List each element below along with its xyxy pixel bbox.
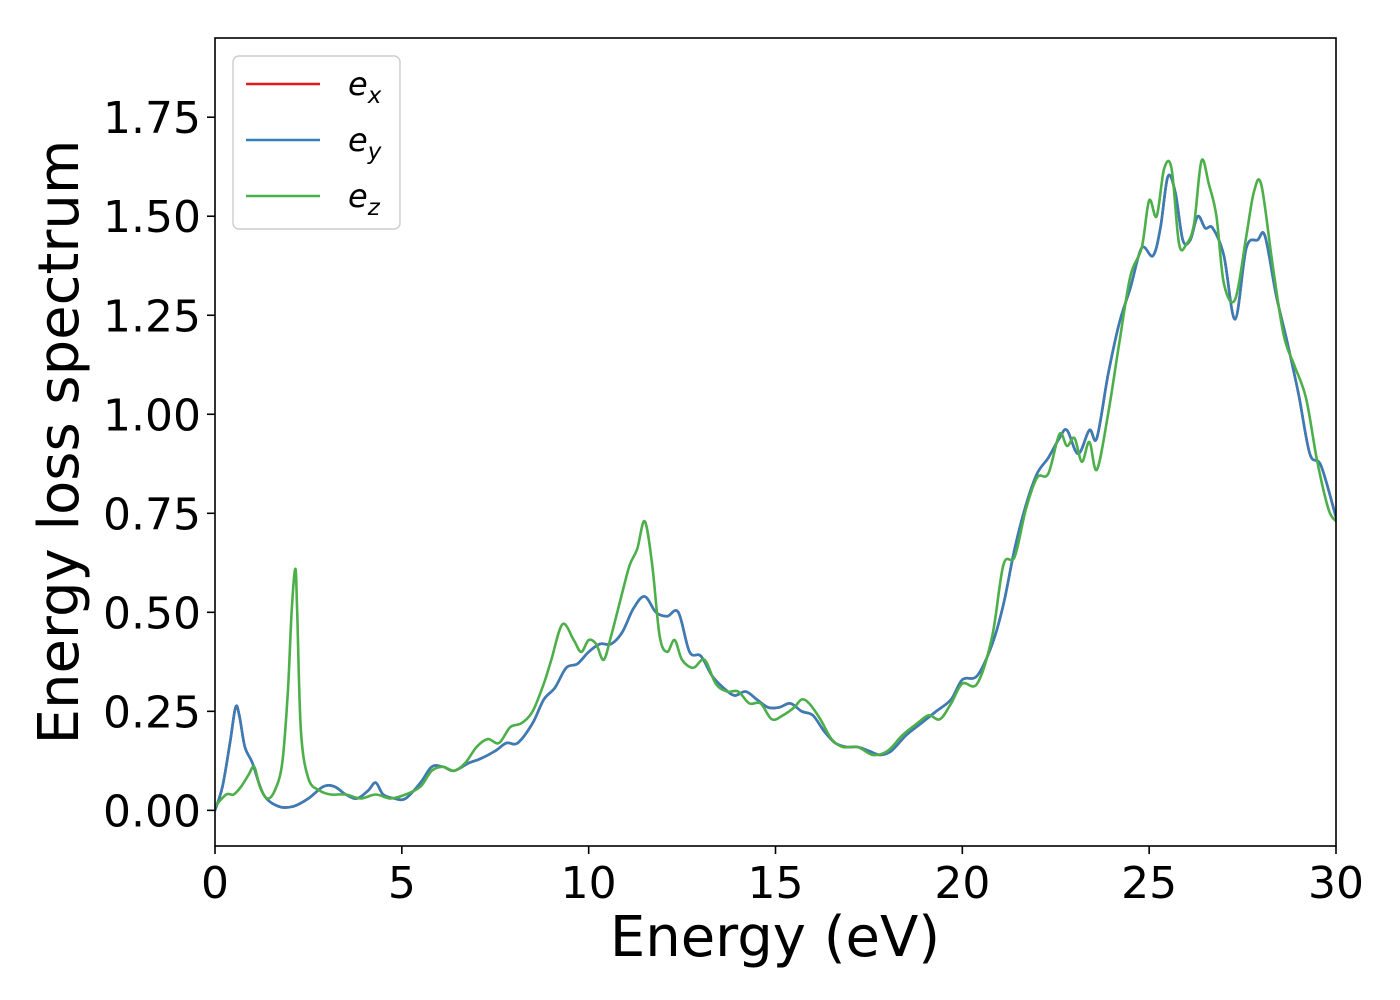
series-layer [215, 158, 1336, 812]
x-axis-label: Energy (eV) [610, 905, 940, 970]
y-tick-label: 0.00 [103, 786, 201, 837]
series-line-ez [215, 158, 1336, 808]
y-tick-label: 1.75 [103, 93, 201, 144]
legend-label-ex: ex [348, 65, 382, 109]
legend-label-ey: ey [348, 121, 382, 165]
legend-label-subscript: z [367, 195, 381, 221]
y-axis-ticks: 0.00 0.25 0.50 0.75 1.00 1.25 1.50 1.75 [103, 93, 215, 837]
x-tick-label: 15 [748, 858, 804, 909]
x-tick-label: 10 [561, 858, 617, 909]
x-tick-label: 30 [1308, 858, 1364, 909]
y-tick-label: 0.25 [103, 687, 201, 738]
y-tick-label: 0.50 [103, 588, 201, 639]
y-tick-label: 0.75 [103, 489, 201, 540]
x-tick-label: 5 [388, 858, 416, 909]
legend-label-ez: ez [348, 177, 381, 221]
y-axis-label: Energy loss spectrum [27, 140, 92, 745]
x-tick-label: 0 [201, 858, 229, 909]
y-tick-label: 1.25 [103, 291, 201, 342]
y-tick-label: 1.00 [103, 390, 201, 441]
legend-label-base: e [348, 121, 368, 159]
legend-label-subscript: x [367, 83, 382, 109]
x-tick-label: 20 [934, 858, 990, 909]
legend-label-base: e [348, 65, 368, 103]
series-line-ey [215, 173, 1336, 812]
legend-box [232, 55, 401, 230]
x-axis-ticks: 0 5 10 15 20 25 30 [201, 846, 1364, 909]
legend-label-base: e [348, 177, 368, 215]
legend-label-subscript: y [367, 139, 382, 165]
y-tick-label: 1.50 [103, 192, 201, 243]
x-tick-label: 25 [1121, 858, 1177, 909]
